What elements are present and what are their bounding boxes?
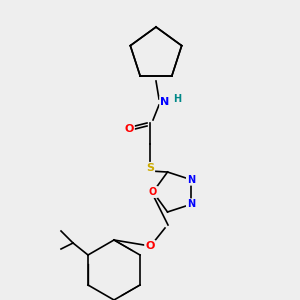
Text: O: O: [149, 187, 157, 197]
Text: O: O: [124, 124, 134, 134]
Text: N: N: [187, 175, 195, 185]
Text: N: N: [160, 97, 169, 107]
Text: O: O: [145, 241, 155, 251]
Text: H: H: [173, 94, 181, 104]
Text: N: N: [187, 199, 195, 209]
Text: S: S: [146, 163, 154, 173]
